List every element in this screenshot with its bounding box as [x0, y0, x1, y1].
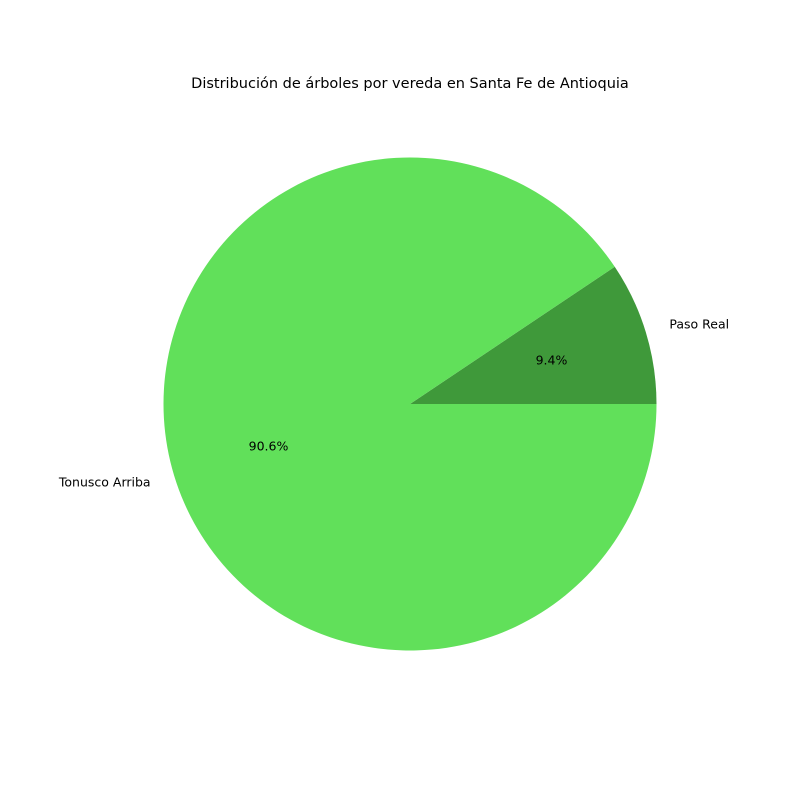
percent-label-tonusco-arriba: 90.6%	[249, 439, 289, 454]
pie-slice-paso-real	[410, 266, 657, 404]
slice-label-paso-real: Paso Real	[669, 317, 729, 332]
pie-labels: Paso Real 9.4% Tonusco Arriba 90.6%	[58, 317, 729, 490]
chart-title: Distribución de árboles por vereda en Sa…	[191, 76, 629, 92]
slice-label-tonusco-arriba: Tonusco Arriba	[58, 474, 151, 489]
pie-slice-tonusco-arriba	[163, 157, 657, 651]
percent-label-paso-real: 9.4%	[536, 352, 568, 367]
pie-slices	[163, 157, 657, 651]
